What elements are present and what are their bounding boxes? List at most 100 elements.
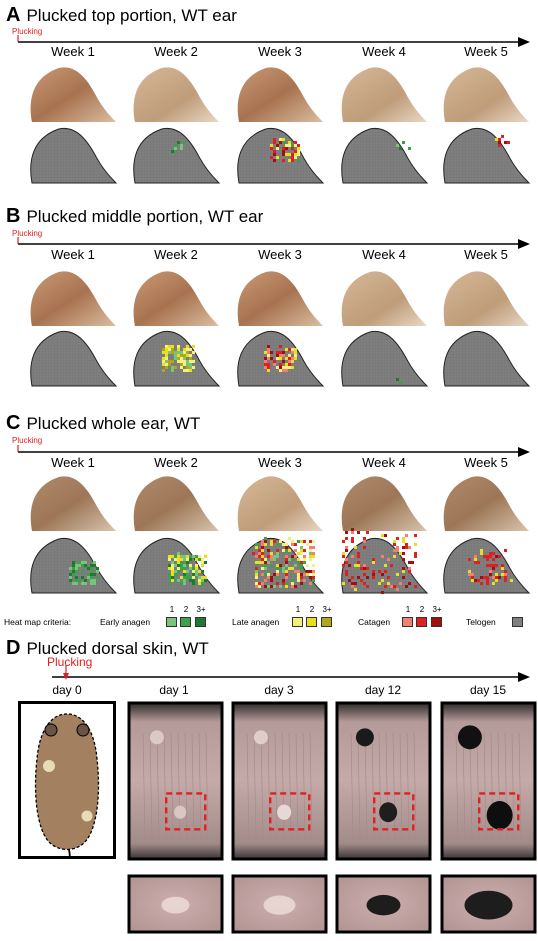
heatmap-cell: [300, 576, 303, 579]
heatmap-cell: [267, 549, 270, 552]
heatmap-cell: [270, 564, 273, 567]
heatmap-cell: [177, 552, 180, 555]
heatmap-cell: [255, 546, 258, 549]
week-label-a-5: Week 5: [464, 44, 508, 59]
day0-schematic-frame: [18, 701, 116, 859]
heatmap-cell: [198, 558, 201, 561]
heatmap-cell: [300, 552, 303, 555]
heatmap-cell: [180, 351, 183, 354]
heatmap-cell: [498, 555, 501, 558]
heatmap-cell: [186, 573, 189, 576]
heatmap-cell: [309, 549, 312, 552]
heatmap-cell: [402, 540, 405, 543]
heatmap-cell: [501, 135, 504, 138]
ear-heatmap-b-1: [30, 330, 118, 387]
heatmap-cell: [276, 555, 279, 558]
mouse-left-ear: [44, 723, 58, 737]
heatmap-cell: [171, 351, 174, 354]
panel-c-title: C Plucked whole ear, WT: [6, 412, 200, 435]
heatmap-cell: [390, 585, 393, 588]
heatmap-cell: [396, 549, 399, 552]
heatmap-cell: [270, 585, 273, 588]
heatmap-cell: [300, 546, 303, 549]
heatmap-cell: [174, 573, 177, 576]
zoom-region-box: [373, 792, 415, 831]
heatmap-cell: [168, 348, 171, 351]
heatmap-cell: [171, 369, 174, 372]
heatmap-cell: [408, 570, 411, 573]
heatmap-cell: [264, 351, 267, 354]
heatmap-cell: [372, 573, 375, 576]
heatmap-cell: [270, 540, 273, 543]
heatmap-cell: [81, 564, 84, 567]
heatmap-cell: [399, 381, 402, 384]
heatmap-cell: [186, 561, 189, 564]
ear-photo-c-4: [341, 476, 427, 531]
ear-photo-a-1: [30, 67, 116, 122]
heatmap-cell: [282, 360, 285, 363]
heatmap-cell: [291, 348, 294, 351]
heatmap-cell: [291, 159, 294, 162]
heatmap-cell: [186, 354, 189, 357]
legend-early-swatch-3: [195, 617, 206, 627]
heatmap-cell: [285, 585, 288, 588]
heatmap-cell: [186, 351, 189, 354]
heatmap-cell: [204, 555, 207, 558]
ear-heatmap-a-2: [133, 127, 221, 184]
heatmap-cell: [279, 357, 282, 360]
heatmap-cell: [168, 558, 171, 561]
plucked-spot-2: [81, 810, 93, 822]
heatmap-cell: [279, 354, 282, 357]
heatmap-cell: [285, 357, 288, 360]
heatmap-cell: [192, 582, 195, 585]
week-label-a-4: Week 4: [362, 44, 406, 59]
heatmap-cell: [507, 141, 510, 144]
heatmap-cell: [267, 369, 270, 372]
heatmap-cell: [309, 552, 312, 555]
heatmap-cell: [96, 567, 99, 570]
heatmap-cell: [357, 531, 360, 534]
heatmap-cell: [261, 567, 264, 570]
heatmap-cell: [282, 153, 285, 156]
heatmap-cell: [261, 552, 264, 555]
heatmap-cell: [468, 573, 471, 576]
heatmap-cell: [186, 564, 189, 567]
heatmap-cell: [381, 555, 384, 558]
heatmap-cells-c-2: [168, 552, 207, 585]
heatmap-cell: [279, 366, 282, 369]
ear-photo-c-3: [237, 476, 323, 531]
heatmap-cell: [483, 555, 486, 558]
heatmap-cell: [189, 360, 192, 363]
heatmap-cell: [297, 576, 300, 579]
heatmap-cell: [78, 564, 81, 567]
heatmap-cell: [288, 153, 291, 156]
legend-late-num-1: 1: [295, 605, 301, 614]
heatmap-cell: [171, 360, 174, 363]
heatmap-cell: [357, 576, 360, 579]
day-label-0: day 0: [52, 683, 82, 697]
heatmap-cell: [186, 558, 189, 561]
heatmap-cell: [288, 357, 291, 360]
legend-criteria: Heat map criteria:: [4, 617, 72, 627]
heatmap-cell: [168, 345, 171, 348]
heatmap-cell: [342, 564, 345, 567]
heatmap-cell: [285, 555, 288, 558]
heatmap-cell: [270, 579, 273, 582]
heatmap-cell: [168, 360, 171, 363]
heatmap-cell: [189, 558, 192, 561]
heatmap-cell: [399, 582, 402, 585]
week-label-c-3: Week 3: [258, 455, 302, 470]
heatmap-cell: [90, 567, 93, 570]
legend-late-label: Late anagen: [232, 617, 280, 627]
heatmap-cell: [402, 141, 405, 144]
heatmap-cell: [291, 357, 294, 360]
heatmap-cell: [294, 141, 297, 144]
heatmap-cell: [273, 585, 276, 588]
heatmap-cell: [345, 549, 348, 552]
dorsal-photo-1: [127, 701, 224, 861]
heatmap-cell: [408, 561, 411, 564]
heatmap-cell: [288, 141, 291, 144]
heatmap-cell: [192, 351, 195, 354]
heatmap-cell: [279, 351, 282, 354]
